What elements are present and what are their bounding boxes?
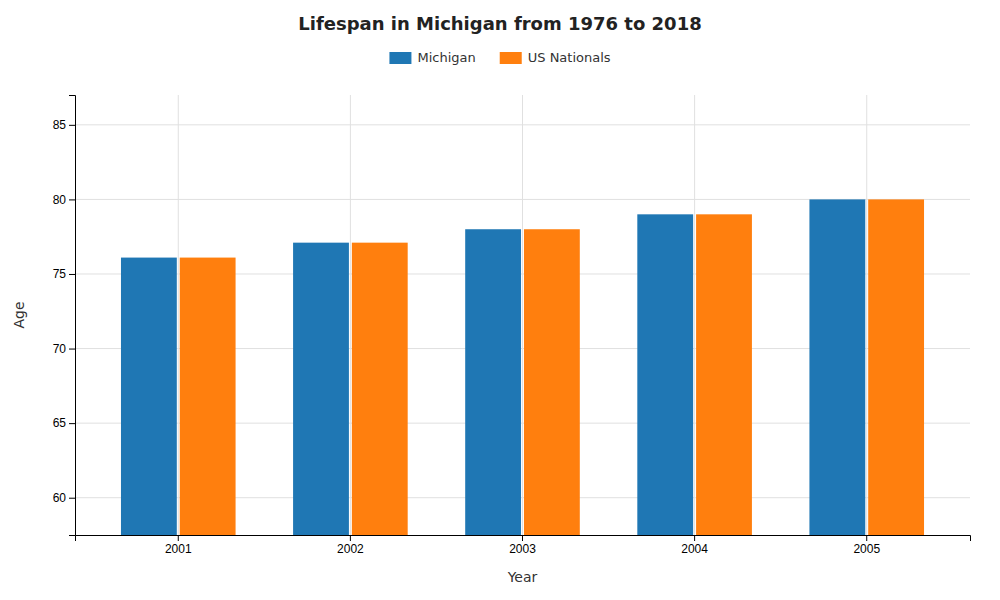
tick-mark [866,535,867,541]
legend: Michigan US Nationals [389,50,610,65]
bar [121,258,177,535]
tick: 60 [53,491,75,505]
grid-line [522,95,523,535]
bars [121,199,924,535]
plot: 2001 2002 2003 2004 2005 60 65 70 75 80 85 [53,95,971,556]
title: Lifespan in Michigan from 1976 to 2018 [298,13,701,34]
y-axis: 60 65 70 75 80 85 [53,96,76,536]
tick: 85 [53,118,75,132]
bar-series [121,199,865,535]
y-axis-title: Age [11,301,27,328]
tick: 65 [53,416,75,430]
bar [696,214,752,535]
tick-label: 2002 [337,542,364,556]
tick-mark [69,199,75,200]
tick-label: 2001 [165,542,192,556]
x-axis: 2001 2002 2003 2004 2005 [76,535,971,556]
tick: 80 [53,193,75,207]
bar [809,199,865,535]
tick-mark [69,125,75,126]
tick: 2003 [509,535,536,556]
tick-mark [522,535,523,541]
bar [465,229,521,535]
tick: 2002 [337,535,364,556]
grid-line [350,95,351,535]
tick-label: 65 [53,416,67,430]
tick-mark [69,498,75,499]
tick: 75 [53,267,75,281]
grid-line [694,95,695,535]
tick-mark [694,535,695,541]
tick: 2005 [853,535,880,556]
tick-label: 2005 [853,542,880,556]
tick: 70 [53,342,75,356]
bar [293,243,349,535]
axis-line [76,536,971,542]
bar [352,243,408,535]
grid [75,95,970,535]
bar [180,258,236,535]
chart: 2001 2002 2003 2004 2005 60 65 70 75 80 85 Lifespan… [0,0,1000,600]
tick-label: 2004 [681,542,708,556]
legend-item: Michigan [389,50,475,65]
tick-label: 70 [53,342,67,356]
tick-mark [69,349,75,350]
x-axis-title: Year [507,569,538,585]
tick: 2001 [165,535,192,556]
legend-label: US Nationals [528,50,611,65]
tick-mark [178,535,179,541]
bar [868,199,924,535]
grid-line [178,95,179,535]
grid-line [866,95,867,535]
tick-mark [69,274,75,275]
legend-label: Michigan [417,50,475,65]
tick-label: 85 [53,118,67,132]
legend-swatch [500,52,522,64]
bar [524,229,580,535]
legend-swatch [389,52,411,64]
tick-mark [69,423,75,424]
tick: 2004 [681,535,708,556]
legend-item: US Nationals [500,50,611,65]
tick-mark [350,535,351,541]
tick-label: 80 [53,193,67,207]
bar-series [180,199,924,535]
bar [637,214,693,535]
axis-line [69,96,76,536]
tick-label: 2003 [509,542,536,556]
tick-label: 60 [53,491,67,505]
tick-label: 75 [53,267,67,281]
